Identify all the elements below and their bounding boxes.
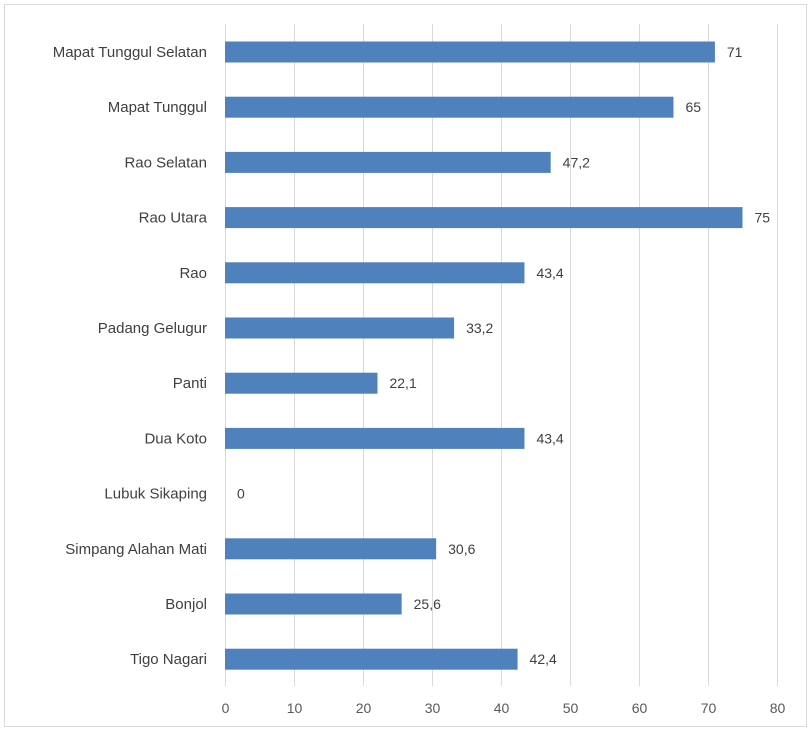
data-label: 33,2: [466, 320, 493, 336]
bar: [225, 262, 525, 284]
data-label: 43,4: [536, 265, 563, 281]
bar: [225, 593, 402, 615]
labels: 0 10 20 30 40 50 60 70 80 Mapat Tunggul Selatan 71…: [53, 44, 786, 716]
category-label: Panti: [173, 375, 207, 392]
category-label: Lubuk Sikaping: [104, 486, 207, 503]
x-tick-label: 10: [287, 700, 303, 716]
bar: [225, 317, 455, 339]
x-tick-label: 60: [632, 700, 648, 716]
bars: [225, 41, 743, 670]
data-label: 47,2: [563, 154, 590, 170]
data-label: 75: [755, 210, 771, 226]
gridlines: [225, 24, 778, 686]
category-label: Rao Selatan: [124, 154, 207, 171]
bar: [225, 538, 437, 560]
x-tick-label: 30: [425, 700, 441, 716]
category-label: Bonjol: [165, 596, 207, 613]
data-label: 0: [237, 486, 245, 502]
category-label: Rao: [179, 265, 207, 282]
bar: [225, 151, 551, 173]
category-label: Simpang Alahan Mati: [65, 541, 207, 558]
category-label: Tigo Nagari: [130, 651, 207, 668]
category-label: Rao Utara: [139, 210, 208, 227]
x-tick-label: 20: [356, 700, 372, 716]
x-tick-label: 40: [494, 700, 510, 716]
bar: [225, 41, 715, 63]
data-label: 25,6: [414, 596, 441, 612]
bar: [225, 372, 378, 394]
category-label: Padang Gelugur: [98, 320, 207, 337]
data-label: 22,1: [389, 375, 416, 391]
bar: [225, 648, 518, 670]
x-tick-label: 50: [563, 700, 579, 716]
data-label: 71: [727, 44, 743, 60]
category-label: Mapat Tunggul: [108, 99, 207, 116]
x-tick-label: 70: [701, 700, 717, 716]
chart-frame: [4, 4, 807, 727]
data-label: 65: [686, 99, 702, 115]
bar: [225, 96, 674, 118]
x-tick-label: 80: [770, 700, 786, 716]
data-label: 43,4: [536, 430, 563, 446]
data-label: 42,4: [530, 651, 557, 667]
bar: [225, 207, 743, 229]
data-label: 30,6: [448, 541, 475, 557]
x-tick-label: 0: [222, 700, 230, 716]
bar: [225, 427, 525, 449]
category-label: Dua Koto: [144, 430, 207, 447]
category-label: Mapat Tunggul Selatan: [53, 44, 207, 61]
